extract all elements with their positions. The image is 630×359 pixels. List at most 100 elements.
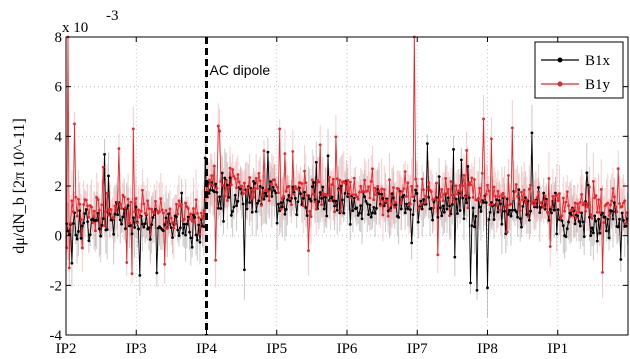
B1x-point	[471, 206, 475, 210]
B1x-point	[412, 199, 416, 203]
B1y-point	[344, 188, 348, 191]
B1x-point	[375, 206, 378, 210]
B1y-point	[527, 187, 531, 191]
B1y-point	[152, 212, 156, 215]
B1y-point	[338, 178, 342, 182]
B1x-point	[74, 233, 78, 237]
B1y-point	[420, 177, 424, 181]
B1x-point	[508, 208, 512, 212]
B1x-point	[116, 213, 120, 217]
B1x-point	[100, 223, 104, 227]
B1x-point	[339, 184, 343, 188]
B1y-point	[618, 202, 621, 206]
B1y-point	[503, 195, 506, 199]
B1y-point	[266, 190, 270, 193]
B1y-point	[560, 214, 564, 218]
B1x-point	[188, 230, 191, 234]
B1y-point	[614, 205, 617, 209]
B1y-point	[309, 215, 313, 219]
B1x-point	[465, 201, 468, 205]
B1x-point	[405, 202, 408, 206]
B1y-point	[86, 204, 89, 208]
B1x-point	[269, 180, 272, 184]
B1y-point	[492, 185, 496, 189]
B1y-point	[229, 183, 233, 187]
B1x-point	[270, 195, 274, 198]
B1y-point	[381, 213, 385, 217]
B1y-point	[514, 183, 518, 186]
B1y-point	[401, 189, 404, 193]
B1x-point	[88, 233, 92, 237]
B1y-point	[352, 176, 356, 180]
B1x-point	[432, 200, 436, 204]
B1x-point	[482, 200, 485, 204]
B1y-point	[402, 187, 406, 190]
B1y-point	[442, 192, 446, 196]
B1y-point	[130, 272, 134, 276]
B1x-point	[365, 202, 369, 206]
B1y-point	[201, 216, 204, 220]
B1x-point	[475, 288, 479, 292]
B1y-point	[122, 195, 126, 199]
B1y-point	[380, 187, 384, 191]
B1x-point	[394, 203, 398, 206]
B1x-point	[192, 213, 195, 217]
B1y-point	[304, 181, 308, 185]
B1x-point	[607, 236, 611, 240]
B1y-point	[517, 200, 521, 204]
B1y-point	[361, 189, 365, 193]
B1x-point	[594, 219, 598, 223]
B1y-point	[103, 224, 106, 228]
B1y-point	[273, 178, 276, 182]
B1y-point	[466, 206, 470, 210]
B1x-point	[488, 211, 492, 214]
B1y-point	[590, 216, 594, 220]
B1x-point	[284, 207, 288, 211]
B1x-point	[380, 192, 384, 196]
B1x-point	[420, 207, 424, 211]
B1x-point	[445, 207, 449, 211]
B1y-point	[408, 202, 412, 206]
B1x-point	[411, 213, 415, 217]
B1x-point	[547, 218, 551, 222]
B1y-point	[291, 150, 295, 153]
B1y-point	[415, 184, 419, 188]
B1y-point	[87, 215, 91, 219]
B1x-point	[195, 238, 199, 242]
B1x-point	[564, 235, 568, 239]
B1y-point	[287, 184, 291, 188]
B1y-point	[551, 194, 555, 198]
B1y-point	[317, 180, 321, 184]
B1y-point	[510, 126, 514, 130]
B1y-point	[445, 191, 449, 195]
B1y-point	[160, 208, 164, 212]
B1x-point	[150, 223, 154, 227]
B1x-point	[190, 245, 194, 249]
B1y-point	[547, 177, 551, 180]
B1y-point	[95, 196, 99, 199]
B1x-point	[310, 185, 314, 189]
B1y-point	[189, 212, 193, 216]
B1y-point	[594, 194, 598, 197]
B1x-point	[112, 232, 116, 236]
B1x-point	[84, 208, 88, 211]
B1y-point	[107, 213, 110, 217]
B1y-point	[131, 127, 135, 131]
B1x-point	[343, 191, 347, 195]
B1y-point	[257, 171, 261, 175]
B1y-point	[398, 191, 402, 195]
B1x-point	[567, 220, 570, 224]
B1y-point	[215, 186, 219, 190]
B1x-point	[580, 211, 584, 215]
B1y-point	[231, 168, 235, 171]
B1y-point	[245, 189, 249, 193]
B1y-point	[482, 117, 485, 121]
B1y-point	[99, 231, 103, 234]
B1y-point	[375, 193, 378, 197]
B1x-point	[470, 224, 474, 227]
B1y-point	[507, 174, 510, 177]
B1y-point	[537, 190, 540, 194]
B1y-point	[318, 143, 322, 147]
B1y-point	[97, 208, 101, 212]
B1x-point	[454, 197, 458, 201]
